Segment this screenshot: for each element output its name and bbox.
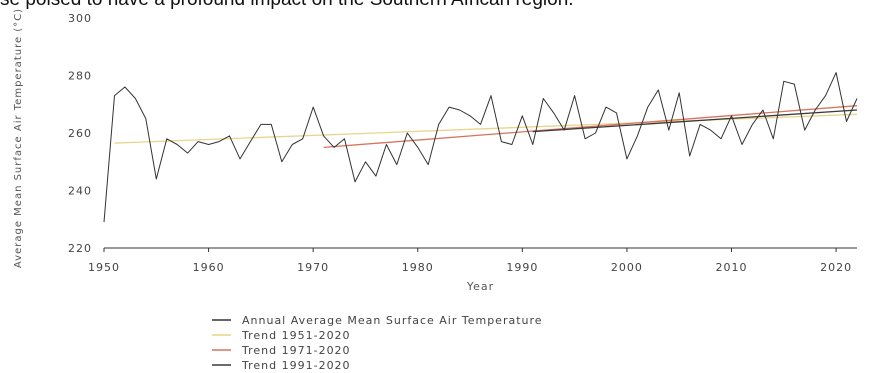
x-tick-label: 1960 bbox=[193, 261, 225, 274]
series-layer bbox=[103, 72, 858, 223]
x-tick-label: 1990 bbox=[506, 261, 538, 274]
legend-label: Trend 1951-2020 bbox=[241, 329, 351, 342]
y-tick-label: 280 bbox=[68, 70, 92, 83]
x-axis-title: Year bbox=[466, 280, 494, 293]
page-caption: se poised to have a profound impact on t… bbox=[0, 0, 869, 11]
y-tick-label: 260 bbox=[68, 127, 92, 140]
x-tick-label: 2000 bbox=[611, 261, 643, 274]
x-tick-label: 1980 bbox=[402, 261, 434, 274]
chart-legend: Annual Average Mean Surface Air Temperat… bbox=[212, 314, 543, 372]
legend-label: Trend 1971-2020 bbox=[241, 344, 351, 357]
series-line-trend-3 bbox=[532, 109, 858, 133]
y-axis-ticks: 220 240 260 280 300 bbox=[68, 12, 92, 255]
x-tick-label: 1970 bbox=[297, 261, 329, 274]
y-axis-title: Average Mean Surface Air Temperature (°C… bbox=[13, 8, 24, 268]
series-line-trend-1 bbox=[114, 113, 858, 144]
x-axis-ticks: 1950 1960 1970 1980 1990 2000 2010 2020 bbox=[88, 248, 852, 274]
y-tick-label: 220 bbox=[68, 242, 92, 255]
y-tick-label: 300 bbox=[68, 12, 92, 25]
x-tick-label: 2020 bbox=[820, 261, 852, 274]
x-tick-label: 2010 bbox=[716, 261, 748, 274]
x-tick-label: 1950 bbox=[88, 261, 120, 274]
series-line-trend-2 bbox=[323, 105, 858, 149]
y-tick-label: 240 bbox=[68, 185, 92, 198]
legend-label: Trend 1991-2020 bbox=[241, 359, 351, 372]
legend-label: Annual Average Mean Surface Air Temperat… bbox=[242, 314, 543, 327]
series-line-annual-average bbox=[103, 72, 858, 223]
